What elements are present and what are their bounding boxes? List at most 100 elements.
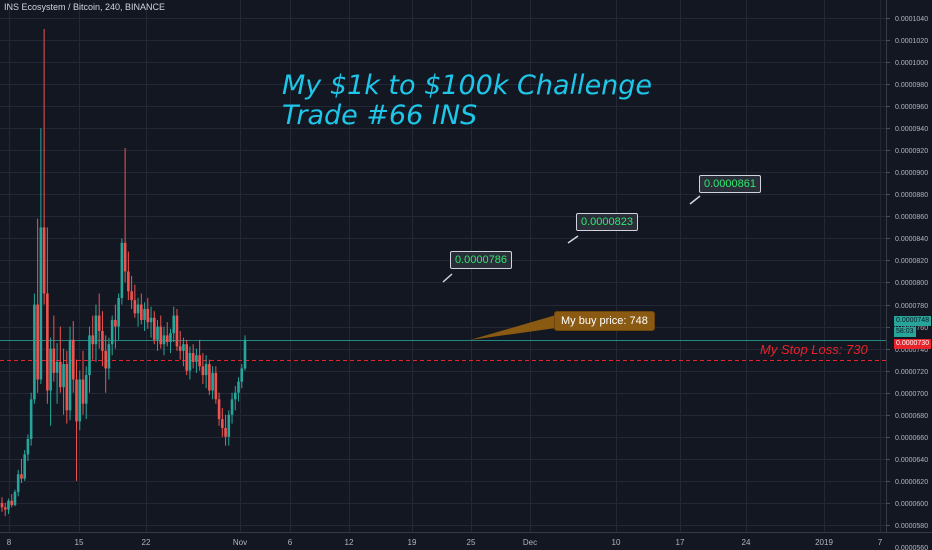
candle-body (127, 271, 130, 292)
y-tick-label: 0.0000700 (895, 391, 928, 398)
countdown-tag: 58:03 (894, 327, 916, 337)
candle-body (224, 427, 227, 437)
candle-body (227, 414, 231, 437)
target-pointer-3 (689, 195, 701, 205)
candle-body (130, 291, 133, 301)
target-callout-1[interactable]: 0.0000786 (450, 251, 512, 269)
candle-body (195, 355, 198, 362)
candle-body (143, 308, 146, 320)
candle-body (0, 502, 4, 508)
candle-body (243, 339, 247, 369)
candle-body (49, 348, 52, 391)
candle-body (133, 300, 137, 314)
candle-body (36, 304, 39, 380)
candle-body (114, 319, 117, 327)
x-tick-label: 15 (75, 538, 84, 547)
x-tick-label: 22 (142, 538, 151, 547)
x-tick-label: Dec (523, 538, 537, 547)
y-tick-label: 0.0000940 (895, 126, 928, 133)
candle-body (162, 335, 166, 345)
candle-body (20, 474, 23, 479)
target-callout-3[interactable]: 0.0000861 (699, 175, 761, 193)
buy-callout-pointer (470, 315, 556, 340)
candle-body (211, 372, 214, 391)
candle-body (201, 366, 205, 376)
x-tick-label: 24 (742, 538, 751, 547)
y-tick-label: 0.0000800 (895, 280, 928, 287)
y-tick-label: 0.0000880 (895, 192, 928, 199)
candle-body (39, 227, 43, 380)
y-tick-label: 0.0000580 (895, 523, 928, 530)
candle-body (214, 372, 218, 400)
headline-line-2: Trade #66 INS (282, 100, 478, 131)
target-pointer-2 (567, 235, 579, 244)
candle-body (46, 293, 49, 391)
y-tick-label: 0.0000740 (895, 347, 928, 354)
candle-body (65, 364, 69, 411)
symbol-title: INS Ecosystem / Bitcoin, 240, BINANCE (4, 2, 166, 12)
candle-body (221, 419, 224, 428)
candle-body (165, 335, 169, 343)
candle-body (172, 315, 176, 334)
candle-body (23, 454, 26, 479)
target-callout-2[interactable]: 0.0000823 (576, 213, 638, 231)
candle-body (59, 361, 62, 388)
y-tick-label: 0.0000720 (895, 369, 928, 376)
target-pointer-1 (442, 273, 453, 283)
candle-body (62, 364, 65, 388)
candle-body (88, 335, 91, 376)
candle-body (52, 348, 56, 373)
candle-body (75, 379, 78, 422)
candle-body (91, 335, 95, 345)
y-tick-label: 0.0000960 (895, 104, 928, 111)
candle-body (110, 319, 114, 345)
candle-body (185, 344, 188, 371)
candle-body (13, 491, 17, 506)
y-tick-label: 0.0000660 (895, 435, 928, 442)
candle-body (208, 364, 211, 391)
y-tick-label: 0.0000980 (895, 82, 928, 89)
candle-body (120, 242, 124, 298)
candle-body (94, 315, 98, 345)
y-tick-label: 0.0001040 (895, 16, 928, 23)
y-tick-label: 0.0000620 (895, 479, 928, 486)
candle-body (237, 381, 240, 393)
x-tick-label: 12 (345, 538, 354, 547)
y-tick-label: 0.0000560 (895, 545, 928, 550)
headline-line-1: My $1k to $100k Challenge (282, 70, 653, 101)
candle-body (42, 227, 46, 294)
candle-body (104, 350, 107, 369)
candle-body (182, 344, 185, 351)
candle-body (149, 317, 153, 323)
y-tick-label: 0.0000840 (895, 236, 928, 243)
stop-price-tag: 0.0000730 (894, 339, 932, 349)
stop-loss-label[interactable]: My Stop Loss: 730 (760, 342, 868, 357)
candle-body (3, 507, 7, 510)
x-tick-label: 25 (467, 538, 476, 547)
y-tick-label: 0.0000640 (895, 457, 928, 464)
candle-body (97, 315, 101, 331)
candle-body (101, 330, 104, 351)
y-tick-label: 0.0000600 (895, 501, 928, 508)
candle-body (175, 315, 179, 347)
candle-body (26, 438, 30, 455)
candle-body (178, 346, 182, 351)
x-tick-label: 17 (676, 538, 685, 547)
candle-body (10, 500, 14, 506)
y-tick-label: 0.0000680 (895, 413, 928, 420)
candle-body (68, 339, 72, 411)
x-tick-label: 2019 (815, 538, 833, 547)
candle-body (84, 375, 88, 404)
y-tick-label: 0.0001020 (895, 38, 928, 45)
candle-body (156, 326, 159, 340)
candle-body (117, 297, 120, 327)
candle-body (188, 353, 192, 371)
candle-body (81, 379, 85, 404)
candle-body (16, 474, 20, 492)
buy-price-callout[interactable]: My buy price: 748 (554, 311, 655, 331)
x-tick-label: Nov (233, 538, 247, 547)
candle-body (146, 308, 150, 323)
x-tick-label: 8 (7, 538, 12, 547)
